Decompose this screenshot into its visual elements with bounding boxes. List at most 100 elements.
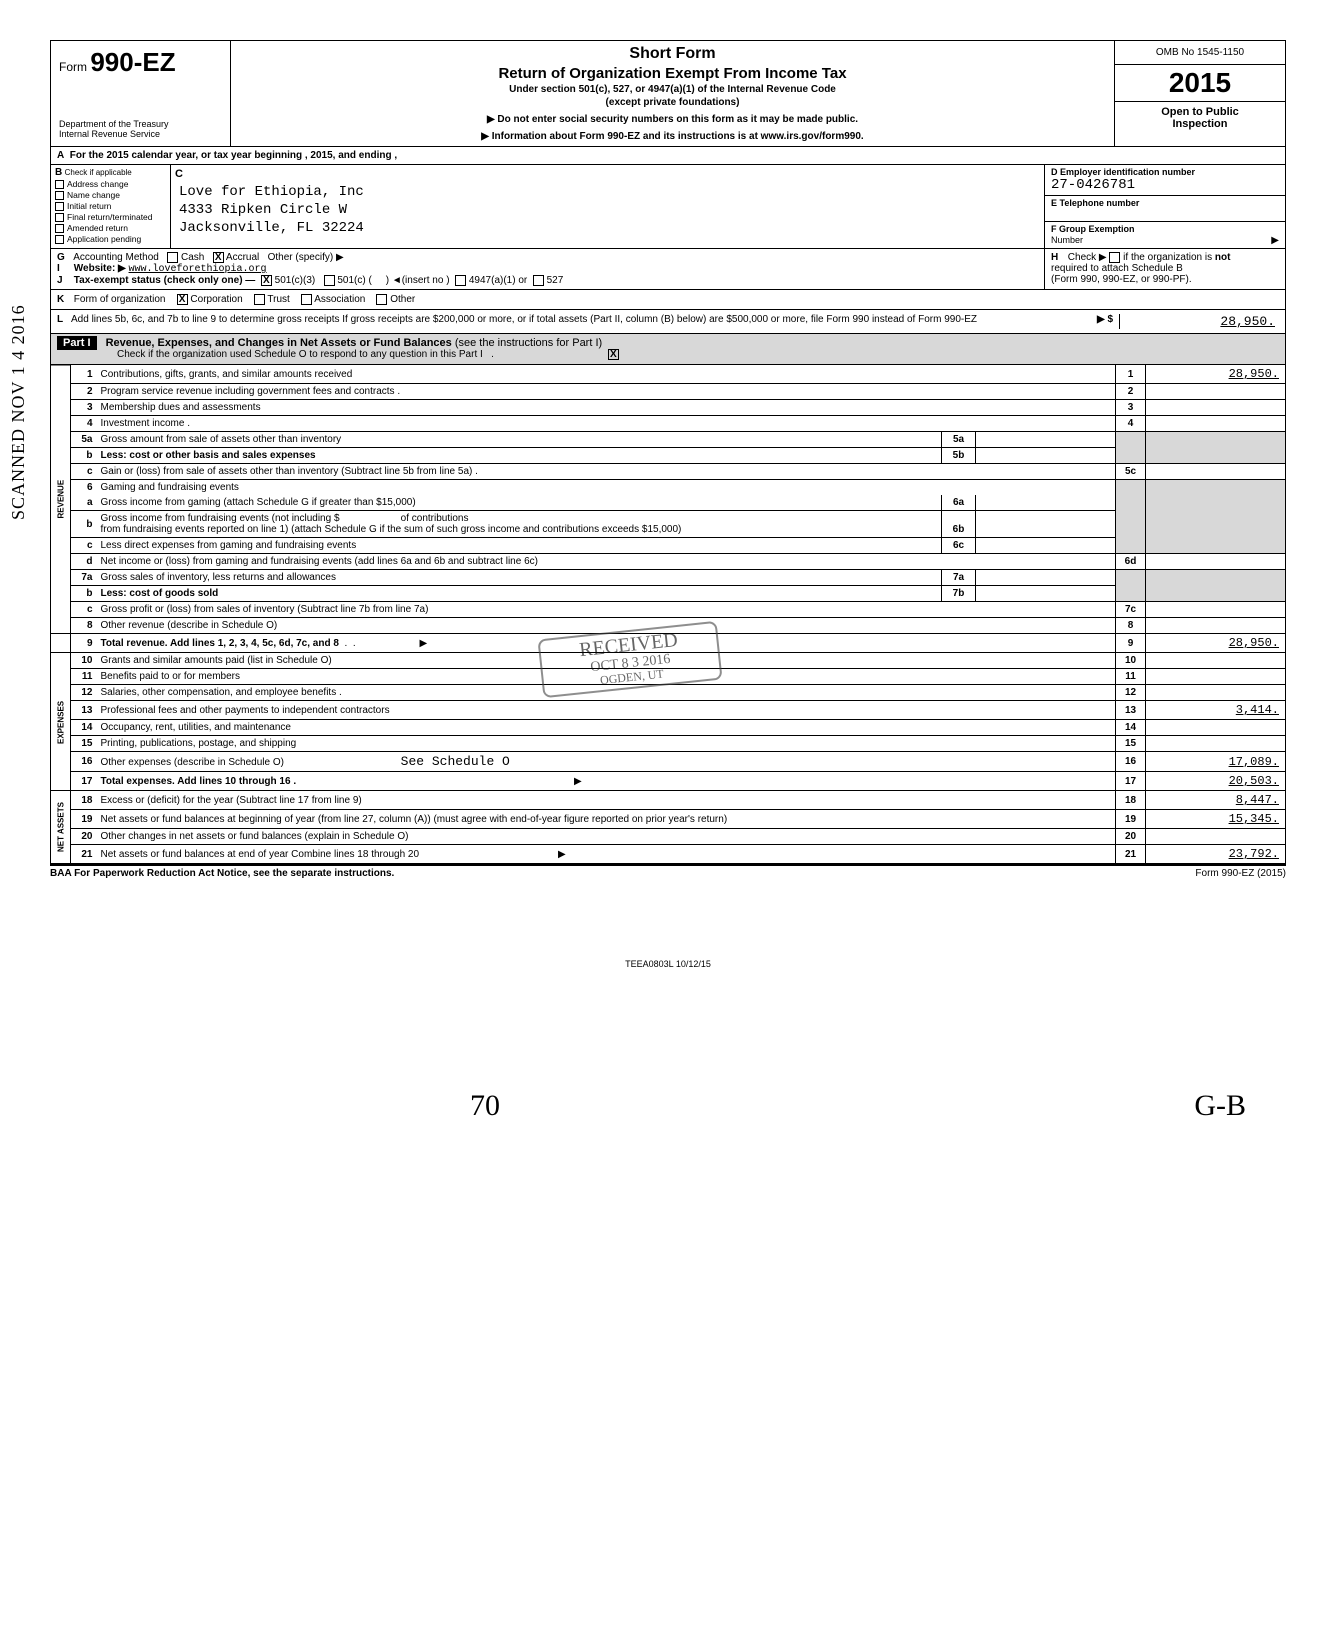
l5c-num: c [71, 464, 97, 480]
cb-amended[interactable] [55, 224, 64, 233]
l10-desc: Grants and similar amounts paid (list in… [97, 653, 1116, 669]
dept-label: Department of the Treasury Internal Reve… [59, 120, 222, 140]
l7a-desc: Gross sales of inventory, less returns a… [97, 570, 942, 586]
cb-501c3[interactable]: X [261, 275, 272, 286]
ein-value: 27-0426781 [1051, 177, 1279, 193]
lbl-501c3: 501(c)(3) [275, 275, 316, 286]
l6c-mv [976, 538, 1116, 554]
cb-app-pending[interactable] [55, 235, 64, 244]
cb-schedule-b[interactable] [1109, 252, 1120, 263]
l12-num: 12 [71, 685, 97, 701]
arrow-info: ▶ Information about Form 990-EZ and its … [239, 131, 1106, 142]
dept2: Internal Revenue Service [59, 130, 222, 140]
cb-schedule-o-part1[interactable]: X [608, 349, 619, 360]
cb-association[interactable] [301, 294, 312, 305]
part1-sub: Check if the organization used Schedule … [117, 350, 483, 361]
l10-rn: 10 [1116, 653, 1146, 669]
l5a-desc: Gross amount from sale of assets other t… [97, 432, 942, 448]
l6b-desc2: from fundraising events reported on line… [101, 524, 682, 535]
l13-rv: 3,414. [1146, 701, 1286, 720]
cb-501c[interactable] [324, 275, 335, 286]
l21-rn: 21 [1116, 845, 1146, 864]
l9-num: 9 [71, 634, 97, 653]
l14-rv [1146, 720, 1286, 736]
title-return: Return of Organization Exempt From Incom… [239, 65, 1106, 82]
b-label: B [55, 167, 62, 178]
open-to-public: Open to Public Inspection [1115, 102, 1285, 134]
cb-address-change[interactable] [55, 180, 64, 189]
lbl-other-method: Other (specify) ▶ [268, 252, 344, 263]
i-label: I [57, 263, 71, 274]
form-number-big: 990-EZ [90, 47, 175, 77]
arrow-ssn: ▶ Do not enter social security numbers o… [239, 114, 1106, 125]
col-h: H Check ▶ if the organization is not req… [1045, 249, 1285, 289]
l5b-mn: 5b [942, 448, 976, 464]
l6-shade2 [1146, 480, 1286, 554]
l7c-rn: 7c [1116, 602, 1146, 618]
l15-rv [1146, 736, 1286, 752]
l6c-mn: 6c [942, 538, 976, 554]
handwriting-left: 70 [470, 1089, 500, 1123]
org-addr1: 4333 Ripken Circle W [179, 201, 1036, 219]
cb-accrual[interactable]: X [213, 252, 224, 263]
cb-name-change[interactable] [55, 191, 64, 200]
cb-other-form[interactable] [376, 294, 387, 305]
l2-desc: Program service revenue including govern… [97, 384, 1116, 400]
lbl-501c: 501(c) ( [337, 275, 371, 286]
lbl-cash: Cash [181, 252, 204, 263]
l6b-mn: 6b [942, 511, 976, 538]
g-text: Accounting Method [73, 252, 159, 263]
h-check: Check ▶ [1068, 252, 1107, 263]
omb-number: OMB No 1545-1150 [1115, 41, 1285, 65]
lbl-trust: Trust [267, 294, 289, 305]
l6d-num: d [71, 554, 97, 570]
j-label: J [57, 275, 71, 286]
cb-4947[interactable] [455, 275, 466, 286]
lbl-accrual: Accrual [226, 252, 259, 263]
teea-code: TEEA0803L 10/12/15 [50, 959, 1286, 969]
b-check-if: Check if applicable [65, 168, 132, 177]
l6d-rn: 6d [1116, 554, 1146, 570]
l6a-mv [976, 495, 1116, 511]
l19-num: 19 [71, 810, 97, 829]
lbl-527: 527 [547, 275, 564, 286]
k-text: Form of organization [74, 294, 166, 305]
l6c-desc: Less direct expenses from gaming and fun… [97, 538, 942, 554]
l7c-rv [1146, 602, 1286, 618]
part1-title: Revenue, Expenses, and Changes in Net As… [106, 337, 452, 349]
l2-rv [1146, 384, 1286, 400]
l3-desc: Membership dues and assessments [97, 400, 1116, 416]
cb-527[interactable] [533, 275, 544, 286]
d-label: D Employer identification number [1051, 167, 1279, 177]
baa-text: BAA For Paperwork Reduction Act Notice, … [50, 868, 394, 879]
cb-initial-return[interactable] [55, 202, 64, 211]
l3-num: 3 [71, 400, 97, 416]
l18-rn: 18 [1116, 791, 1146, 810]
l11-desc: Benefits paid to or for members [97, 669, 1116, 685]
col-b: B Check if applicable Address change Nam… [51, 165, 171, 248]
side-revenue-end [51, 634, 71, 653]
l6a-desc: Gross income from gaming (attach Schedul… [97, 495, 942, 511]
l14-num: 14 [71, 720, 97, 736]
l5c-rn: 5c [1116, 464, 1146, 480]
l1-desc: Contributions, gifts, grants, and simila… [97, 365, 1116, 384]
cb-trust[interactable] [254, 294, 265, 305]
cell-d: D Employer identification number 27-0426… [1045, 165, 1285, 196]
lbl-association: Association [314, 294, 365, 305]
cb-corporation[interactable]: X [177, 294, 188, 305]
side-expenses: EXPENSES [51, 653, 71, 791]
cb-cash[interactable] [167, 252, 178, 263]
l17-desc: Total expenses. Add lines 10 through 16 … [101, 776, 297, 787]
cb-final-return[interactable] [55, 213, 64, 222]
l6c-num: c [71, 538, 97, 554]
l16-num: 16 [71, 752, 97, 772]
l20-num: 20 [71, 829, 97, 845]
l7ab-shade [1116, 570, 1146, 602]
l5b-mv [976, 448, 1116, 464]
l6a-mn: 6a [942, 495, 976, 511]
h-text3: required to attach Schedule B [1051, 263, 1183, 274]
j-text: Tax-exempt status (check only one) — [74, 275, 256, 286]
l-amount: 28,950. [1119, 314, 1279, 329]
l12-desc: Salaries, other compensation, and employ… [97, 685, 1116, 701]
l5b-desc: Less: cost or other basis and sales expe… [101, 450, 316, 461]
